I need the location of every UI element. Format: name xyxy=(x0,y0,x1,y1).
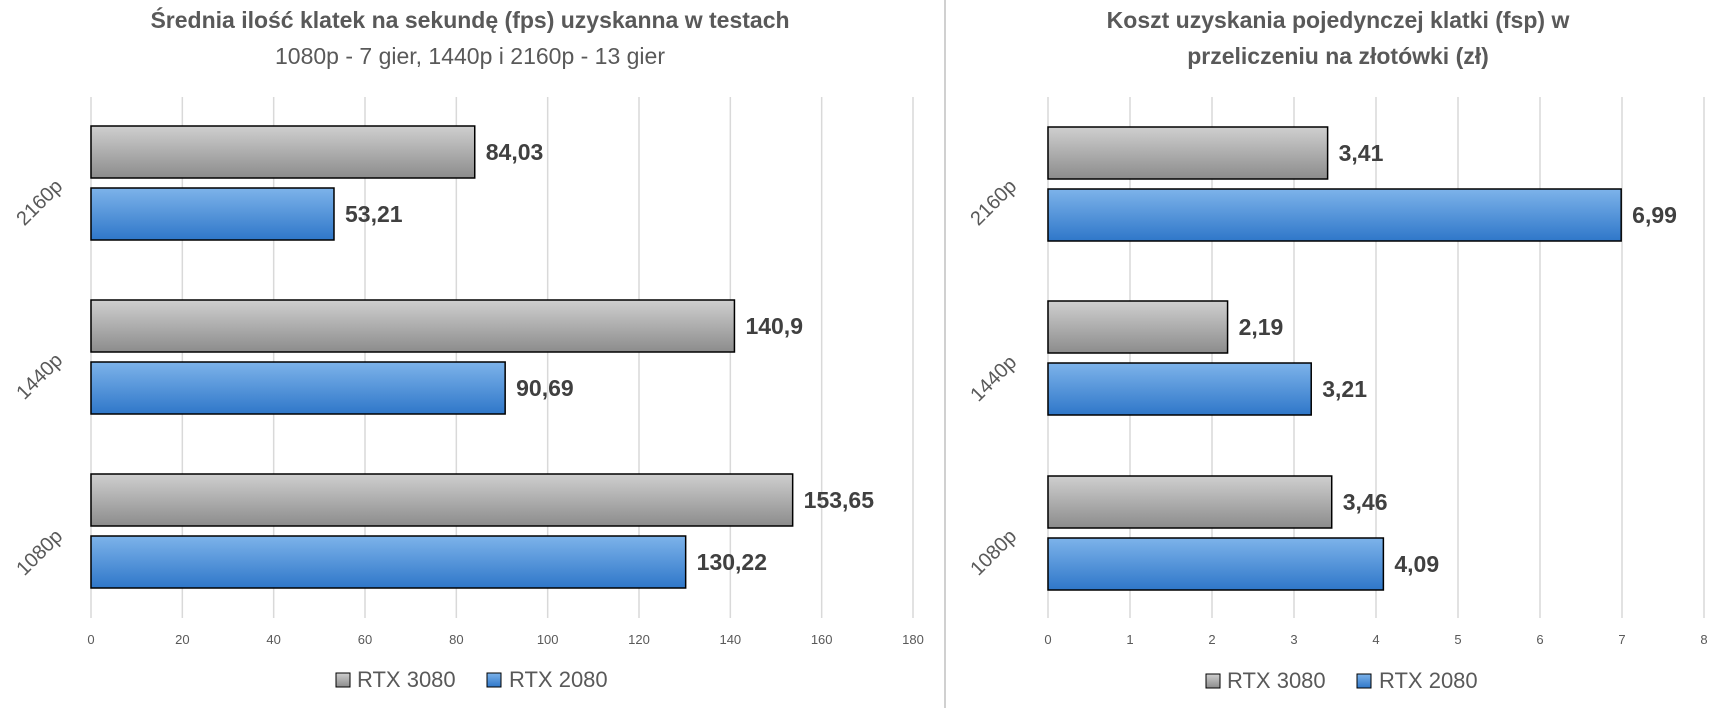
panel-divider xyxy=(944,0,946,708)
legend-swatch-rtx2080 xyxy=(486,672,502,688)
fps-x-tick-label: 80 xyxy=(449,632,463,647)
cost-x-tick-label: 8 xyxy=(1700,632,1707,647)
fps-x-tick-label: 40 xyxy=(266,632,280,647)
fps-bar-rtx3080-1440p xyxy=(90,299,736,353)
fps-bars: 84,03 53,21 140,9 90,69 153,65 130,22 xyxy=(90,125,875,589)
cost-data-label: 2,19 xyxy=(1239,314,1284,340)
fps-data-label: 90,69 xyxy=(516,375,574,401)
cost-x-tick-label: 0 xyxy=(1044,632,1051,647)
cost-bar-rtx2080-1080p xyxy=(1047,537,1385,591)
cost-x-ticks: 0 1 2 3 4 5 6 7 8 xyxy=(1044,632,1707,647)
cost-data-label: 3,41 xyxy=(1339,140,1384,166)
fps-chart-title: Średnia ilość klatek na sekundę (fps) uz… xyxy=(150,6,789,33)
legend-label-rtx3080: RTX 3080 xyxy=(357,667,456,692)
cost-legend: RTX 3080 RTX 2080 xyxy=(1205,668,1478,693)
cost-x-tick-label: 3 xyxy=(1290,632,1297,647)
fps-x-tick-label: 140 xyxy=(719,632,741,647)
cost-category-labels: 2160p 1440p 1080p xyxy=(966,175,1021,580)
fps-data-label: 84,03 xyxy=(486,139,544,165)
fps-x-tick-label: 160 xyxy=(811,632,833,647)
cost-chart-title-line1: Koszt uzyskania pojedynczej klatki (fsp)… xyxy=(1107,7,1570,33)
cost-chart-title-line2: przeliczeniu na złotówki (zł) xyxy=(1187,43,1489,69)
cost-chart: Koszt uzyskania pojedynczej klatki (fsp)… xyxy=(946,0,1720,708)
fps-chart-subtitle: 1080p - 7 gier, 1440p i 2160p - 13 gier xyxy=(275,43,665,69)
fps-bar-rtx3080-2160p xyxy=(90,125,476,179)
legend-swatch-rtx2080 xyxy=(1356,673,1372,689)
fps-x-tick-label: 20 xyxy=(175,632,189,647)
cost-x-tick-label: 7 xyxy=(1618,632,1625,647)
fps-category-label: 2160p xyxy=(12,175,67,230)
legend-label-rtx2080: RTX 2080 xyxy=(1379,668,1478,693)
cost-data-label: 4,09 xyxy=(1394,551,1439,577)
fps-data-label: 53,21 xyxy=(345,201,403,227)
fps-category-label: 1080p xyxy=(12,525,67,580)
cost-data-label: 3,21 xyxy=(1322,376,1367,402)
cost-bar-rtx3080-2160p xyxy=(1047,126,1329,180)
cost-bar-rtx2080-2160p xyxy=(1047,188,1622,242)
cost-x-tick-label: 2 xyxy=(1208,632,1215,647)
cost-x-tick-label: 4 xyxy=(1372,632,1379,647)
legend-label-rtx3080: RTX 3080 xyxy=(1227,668,1326,693)
fps-data-label: 130,22 xyxy=(697,549,767,575)
fps-x-tick-label: 100 xyxy=(537,632,559,647)
fps-category-labels: 2160p 1440p 1080p xyxy=(12,175,67,580)
cost-bars: 3,41 6,99 2,19 3,21 3,46 4,09 xyxy=(1047,126,1677,591)
fps-bar-rtx2080-1080p xyxy=(90,535,687,589)
fps-data-label: 153,65 xyxy=(804,487,875,513)
fps-bar-rtx3080-1080p xyxy=(90,473,794,527)
cost-x-tick-label: 6 xyxy=(1536,632,1543,647)
cost-bar-rtx2080-1440p xyxy=(1047,362,1312,416)
fps-gridlines xyxy=(90,97,914,618)
fps-x-tick-label: 60 xyxy=(358,632,372,647)
fps-chart-svg: Średnia ilość klatek na sekundę (fps) uz… xyxy=(12,6,924,692)
fps-x-tick-label: 120 xyxy=(628,632,650,647)
fps-legend: RTX 3080 RTX 2080 xyxy=(335,667,608,692)
cost-chart-svg: Koszt uzyskania pojedynczej klatki (fsp)… xyxy=(966,7,1707,693)
legend-label-rtx2080: RTX 2080 xyxy=(509,667,608,692)
cost-bar-rtx3080-1080p xyxy=(1047,475,1333,529)
cost-x-tick-label: 1 xyxy=(1126,632,1133,647)
cost-category-label: 1440p xyxy=(966,351,1021,406)
cost-category-label: 1080p xyxy=(966,525,1021,580)
fps-data-label: 140,9 xyxy=(745,313,803,339)
cost-x-tick-label: 5 xyxy=(1454,632,1461,647)
legend-swatch-rtx3080 xyxy=(1205,673,1221,689)
cost-gridlines xyxy=(1047,97,1705,618)
fps-x-tick-label: 180 xyxy=(902,632,924,647)
fps-category-label: 1440p xyxy=(12,349,67,404)
legend-swatch-rtx3080 xyxy=(335,672,351,688)
cost-category-label: 2160p xyxy=(966,175,1021,230)
fps-x-ticks: 0 20 40 60 80 100 120 140 160 180 xyxy=(87,632,923,647)
cost-data-label: 6,99 xyxy=(1632,202,1677,228)
cost-data-label: 3,46 xyxy=(1343,489,1388,515)
fps-bar-rtx2080-2160p xyxy=(90,187,335,241)
fps-x-tick-label: 0 xyxy=(87,632,94,647)
fps-chart: Średnia ilość klatek na sekundę (fps) uz… xyxy=(12,6,924,692)
cost-bar-rtx3080-1440p xyxy=(1047,300,1229,354)
fps-bar-rtx2080-1440p xyxy=(90,361,506,415)
